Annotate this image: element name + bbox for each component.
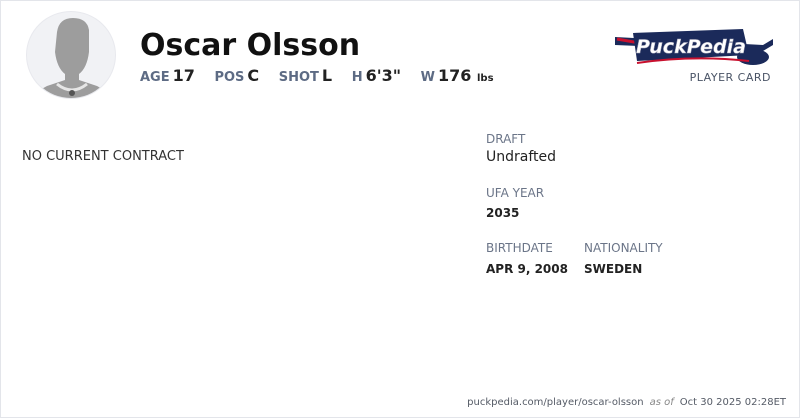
as-of-label: as of [649, 397, 674, 408]
birthdate-value: APR 9, 2008 [486, 262, 568, 276]
stat-pos: POS C [214, 66, 260, 85]
nationality-label: NATIONALITY [584, 241, 663, 255]
player-url[interactable]: puckpedia.com/player/oscar-olsson [467, 397, 644, 408]
player-silhouette-icon [32, 18, 112, 98]
contract-status: NO CURRENT CONTRACT [22, 149, 184, 164]
player-card-label: PLAYER CARD [689, 71, 771, 84]
stat-shot: SHOT L [278, 66, 333, 85]
draft-value: Undrafted [486, 149, 557, 165]
nationality-value: SWEDEN [584, 262, 643, 276]
draft-label: DRAFT [486, 132, 526, 146]
player-name: Oscar Olsson [140, 28, 361, 63]
stat-height: H 6'3" [351, 66, 402, 85]
footer: puckpedia.com/player/oscar-olsson as of Oc… [467, 397, 786, 408]
puckpedia-logo: PuckPedia [615, 29, 773, 65]
avatar [26, 11, 116, 99]
ufa-year-label: UFA YEAR [486, 186, 545, 200]
player-stats: AGE 17 POS C SHOT L H 6'3" W 176 lbs [140, 66, 508, 85]
stat-age: AGE 17 [140, 66, 195, 85]
ufa-year-value: 2035 [486, 206, 520, 220]
stat-weight: W 176 lbs [420, 66, 494, 85]
svg-text:PuckPedia: PuckPedia [636, 36, 746, 58]
timestamp: Oct 30 2025 02:28ET [679, 397, 786, 408]
birthdate-label: BIRTHDATE [486, 241, 553, 255]
